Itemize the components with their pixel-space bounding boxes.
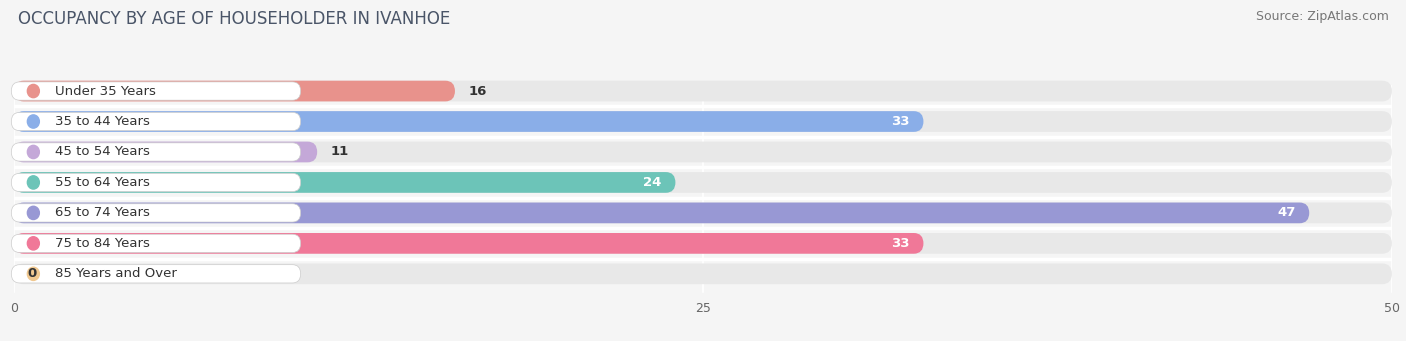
Text: 55 to 64 Years: 55 to 64 Years [55,176,150,189]
Circle shape [27,176,39,189]
FancyBboxPatch shape [14,81,1392,101]
Text: 24: 24 [644,176,662,189]
Circle shape [27,115,39,128]
Text: OCCUPANCY BY AGE OF HOUSEHOLDER IN IVANHOE: OCCUPANCY BY AGE OF HOUSEHOLDER IN IVANH… [18,10,450,28]
FancyBboxPatch shape [11,143,301,161]
Circle shape [27,267,39,280]
FancyBboxPatch shape [14,233,1392,254]
Text: 47: 47 [1277,206,1295,219]
FancyBboxPatch shape [11,82,301,100]
Text: 85 Years and Over: 85 Years and Over [55,267,177,280]
FancyBboxPatch shape [14,111,924,132]
Text: Source: ZipAtlas.com: Source: ZipAtlas.com [1256,10,1389,23]
Text: 75 to 84 Years: 75 to 84 Years [55,237,150,250]
Circle shape [27,237,39,250]
FancyBboxPatch shape [11,113,301,131]
FancyBboxPatch shape [11,173,301,192]
Text: Under 35 Years: Under 35 Years [55,85,156,98]
FancyBboxPatch shape [14,111,1392,132]
Text: 16: 16 [468,85,486,98]
FancyBboxPatch shape [14,81,456,101]
Text: 45 to 54 Years: 45 to 54 Years [55,146,150,159]
Circle shape [27,206,39,220]
Text: 33: 33 [891,237,910,250]
Text: 11: 11 [330,146,349,159]
FancyBboxPatch shape [14,264,1392,284]
Circle shape [27,85,39,98]
Text: 0: 0 [28,267,37,280]
FancyBboxPatch shape [14,172,1392,193]
FancyBboxPatch shape [14,142,318,162]
Circle shape [27,145,39,159]
FancyBboxPatch shape [11,265,301,283]
Text: 33: 33 [891,115,910,128]
Text: 65 to 74 Years: 65 to 74 Years [55,206,150,219]
Text: 35 to 44 Years: 35 to 44 Years [55,115,150,128]
FancyBboxPatch shape [14,233,924,254]
FancyBboxPatch shape [14,203,1392,223]
FancyBboxPatch shape [14,172,675,193]
FancyBboxPatch shape [11,204,301,222]
FancyBboxPatch shape [14,142,1392,162]
FancyBboxPatch shape [11,234,301,252]
FancyBboxPatch shape [14,203,1309,223]
